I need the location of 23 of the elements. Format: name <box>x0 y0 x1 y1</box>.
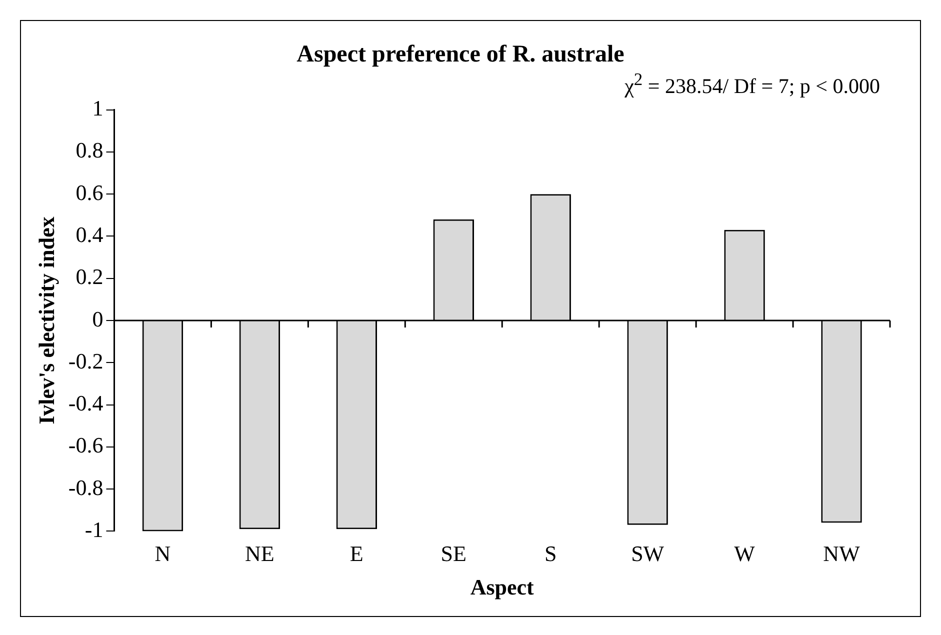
y-tick-label: -1 <box>84 516 104 542</box>
y-tick-label: 0.2 <box>76 264 104 290</box>
x-tick-label: SE <box>440 541 466 566</box>
chart-title: Aspect preference of R. australe <box>296 42 625 68</box>
y-tick-label: 0.8 <box>76 138 104 163</box>
x-tick-label: E <box>350 541 364 566</box>
x-tick-label: SW <box>631 541 664 566</box>
x-tick-label: NE <box>245 541 274 566</box>
y-axis-title: Ivlev's electivity index <box>34 216 59 424</box>
y-tick-label: 0.4 <box>76 222 104 247</box>
x-tick-label: N <box>154 541 171 566</box>
y-tick-label: 0 <box>92 306 104 332</box>
y-tick-label: 0.6 <box>76 180 104 205</box>
y-tick-label: -0.6 <box>68 432 104 458</box>
x-tick-label: S <box>544 541 557 566</box>
x-tick-label: NW <box>823 541 860 566</box>
y-tick-label: -0.2 <box>68 348 104 374</box>
y-tick-label: -0.8 <box>68 474 104 500</box>
y-tick-label: 1 <box>92 96 104 121</box>
x-tick-label: W <box>734 541 756 566</box>
x-axis-title: Aspect <box>470 574 535 600</box>
text: χ$^{2}$ = 238.54/ Df = 7; p < 0.000 <box>624 69 880 99</box>
y-tick-label: -0.4 <box>68 390 104 416</box>
